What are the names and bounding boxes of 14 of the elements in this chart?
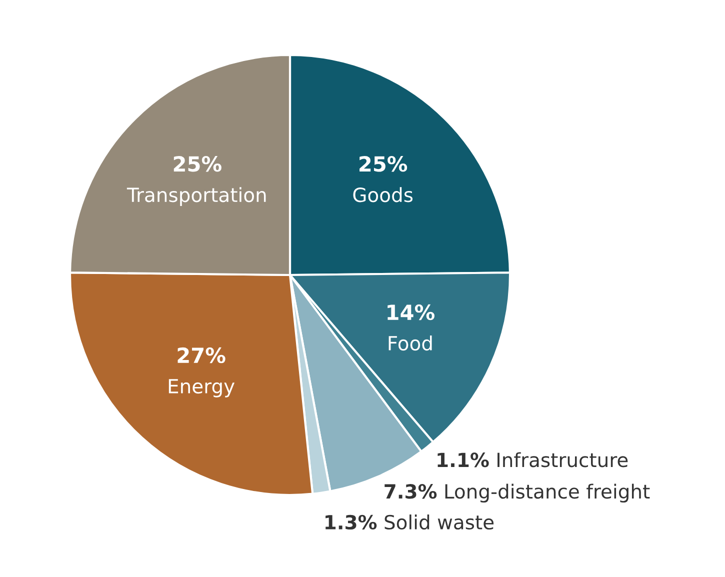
data-label: 14% — [388, 304, 434, 320]
data-label: 7.3% — [384, 484, 437, 499]
slice-label: Infrastructure — [498, 452, 628, 468]
data-label: 27% — [178, 347, 226, 364]
slice-label: Food — [388, 336, 432, 351]
data-label: 25% — [174, 156, 222, 172]
data-label: 1.3% — [326, 514, 377, 530]
data-label: 1.1% — [438, 452, 489, 468]
slice-label: Transportation — [126, 187, 266, 206]
slice-label: Long-distance freight — [445, 484, 650, 503]
slice-label: Energy — [168, 379, 235, 398]
slice-label: Solid waste — [384, 514, 494, 530]
data-label: 25% — [360, 156, 408, 172]
slice-label: Goods — [353, 187, 413, 202]
